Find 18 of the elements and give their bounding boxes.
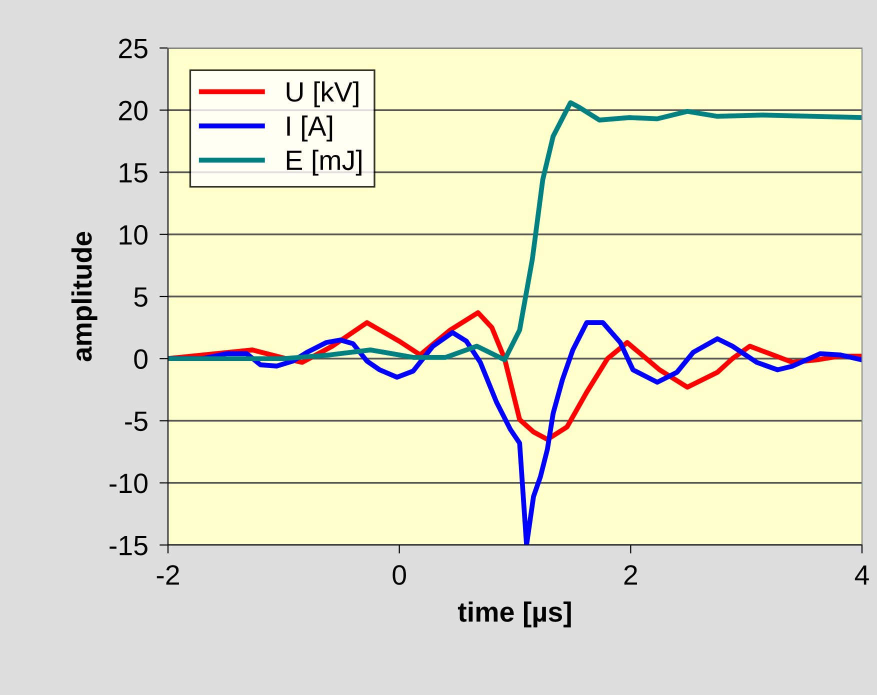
y-tick-label: 10	[120, 225, 148, 245]
x-tick-label: 2	[624, 565, 637, 585]
y-tick-label: -10	[110, 474, 148, 494]
x-tick-label: 4	[854, 565, 869, 585]
y-tick-label: 0	[134, 349, 148, 369]
x-tick-label: -2	[156, 565, 179, 585]
x-axis-title: time [µs]	[458, 601, 571, 628]
y-tick-label: -15	[110, 536, 148, 556]
y-tick-label: -5	[125, 412, 148, 432]
y-axis-title: amplitude	[71, 232, 98, 362]
y-tick-label: 25	[119, 38, 148, 58]
legend-label: U [kV]	[286, 81, 358, 108]
y-tick-label: 5	[134, 287, 148, 307]
y-tick-label: 15	[120, 163, 148, 183]
legend-label: E [mJ]	[286, 150, 362, 176]
y-tick-label: 20	[119, 100, 148, 120]
x-tick-label: 0	[392, 565, 406, 585]
legend-label: I [A]	[287, 116, 332, 142]
